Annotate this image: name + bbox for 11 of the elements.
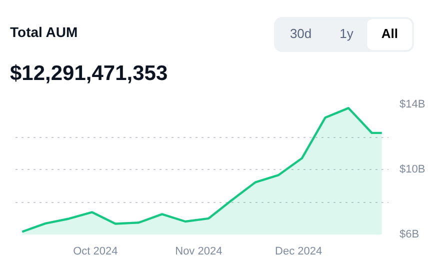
x-tick-label: Nov 2024 [175, 246, 222, 258]
y-tick-label: $6B [400, 228, 420, 240]
x-tick-label: Dec 2024 [275, 246, 322, 258]
text: All [367, 19, 412, 50]
y-tick-label: $14B [400, 98, 426, 110]
y-tick-label: $10B [400, 164, 426, 176]
x-tick-label: Oct 2024 [73, 246, 118, 258]
text: 30d [288, 25, 313, 43]
text: 1y [338, 25, 354, 43]
chart-subtitle: $12,291,471,353 [10, 61, 168, 87]
chart-title: Total AUM [10, 23, 78, 42]
